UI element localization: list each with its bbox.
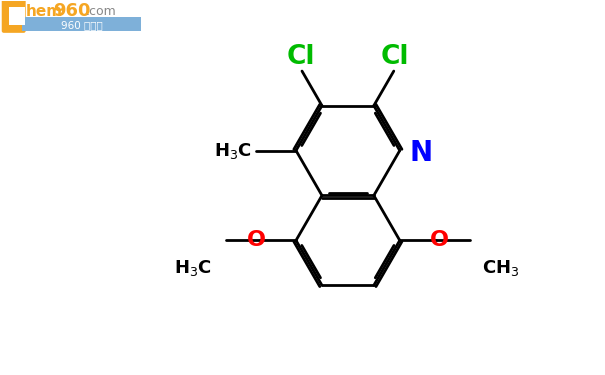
Text: H$_3$C: H$_3$C — [214, 141, 252, 160]
Text: N: N — [410, 138, 433, 166]
Text: hem: hem — [25, 4, 63, 19]
Text: 960: 960 — [54, 2, 91, 20]
Text: Cl: Cl — [287, 44, 315, 70]
Text: O: O — [247, 230, 266, 251]
FancyBboxPatch shape — [22, 17, 142, 31]
Text: H$_3$C: H$_3$C — [174, 258, 212, 278]
Text: O: O — [430, 230, 449, 251]
FancyBboxPatch shape — [2, 0, 25, 33]
Text: 960 化工网: 960 化工网 — [60, 20, 102, 30]
FancyBboxPatch shape — [8, 7, 25, 25]
Text: Cl: Cl — [381, 44, 409, 70]
Text: .com: .com — [85, 5, 116, 18]
Text: CH$_3$: CH$_3$ — [482, 258, 519, 278]
